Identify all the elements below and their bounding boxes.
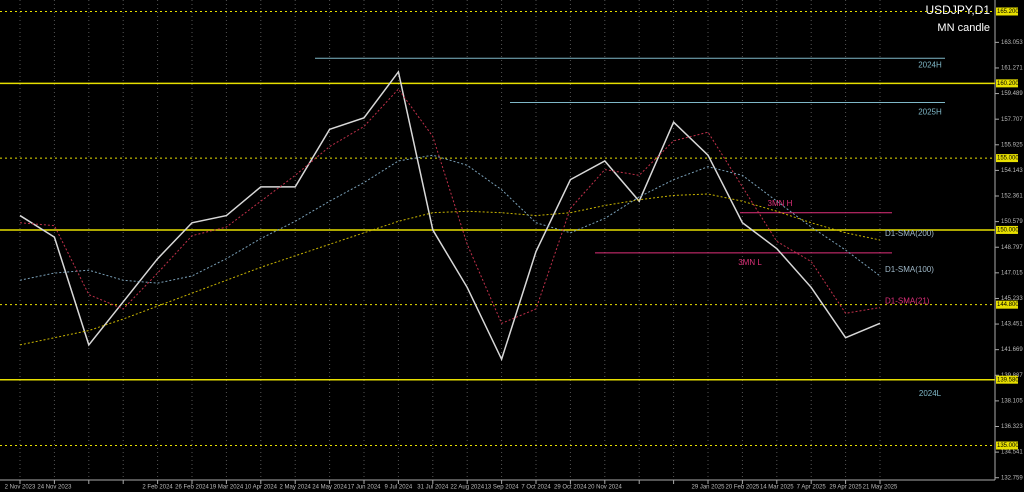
y-tick-label: 163.053 [1001,40,1023,46]
y-tick-label: 159.489 [1001,91,1023,97]
x-tick-label: 10 Apr 2024 [245,485,278,491]
level-tag [996,375,1018,384]
level-label: 165.200 [997,9,1019,15]
y-tick-label: 154.143 [1001,168,1023,174]
y-tick-label: 161.271 [1001,66,1023,72]
level-tag [996,300,1018,309]
annotation-label: 2024L [919,389,942,398]
level-tag [996,441,1018,450]
sma-line [19,154,881,284]
y-tick-label: 136.323 [1001,424,1023,430]
subtitle: MN candle [937,22,990,34]
y-tick-label: 143.451 [1001,322,1023,328]
y-tick-label: 155.925 [1001,142,1023,148]
x-tick-label: 22 Aug 2024 [450,485,484,491]
level-label: 155.000 [997,156,1019,162]
x-tick-label: 24 May 2024 [312,485,347,491]
level-tag [996,7,1018,16]
level-tag [996,154,1018,163]
level-label: 144.800 [997,302,1019,308]
y-tick-label: 141.669 [1001,347,1023,353]
x-tick-label: 21 May 2025 [863,485,898,491]
y-tick-label: 145.233 [1001,296,1023,302]
series-label: D1-SMA(200) [885,229,934,238]
y-tick-label: 132.759 [1001,475,1023,481]
sma-line [19,88,881,325]
x-tick-label: 31 Jul 2024 [417,485,449,491]
x-tick-label: 24 Nov 2023 [37,485,72,491]
level-label: 150.000 [997,228,1019,234]
annotation-label: 3MN L [738,258,762,267]
y-tick-label: 147.015 [1001,270,1023,276]
x-tick-label: 7 Apr 2025 [797,485,827,491]
x-tick-label: 9 Jul 2024 [385,485,413,491]
x-tick-label: 2 Feb 2024 [142,485,173,491]
y-tick-label: 134.541 [1001,450,1023,456]
x-tick-label: 29 Apr 2025 [829,485,862,491]
sma-line [19,193,881,346]
x-tick-label: 29 Oct 2024 [554,485,587,491]
x-tick-label: 2 May 2024 [280,485,312,491]
level-label: 160.200 [997,81,1019,87]
symbol-title: USDJPY,D1 [926,3,991,17]
y-tick-label: 152.361 [1001,194,1023,200]
series-label: D1-SMA(100) [885,265,934,274]
x-tick-label: 29 Jan 2025 [691,485,725,491]
price-line [19,70,881,362]
level-label: 135.000 [997,443,1019,449]
y-tick-label: 157.707 [1001,117,1023,123]
x-tick-label: 13 Sep 2024 [485,485,520,491]
x-tick-label: 17 Jun 2024 [347,485,381,491]
x-tick-label: 20 Nov 2024 [588,485,623,491]
x-tick-label: 19 Mar 2024 [210,485,244,491]
level-tag [996,79,1018,88]
x-tick-label: 20 Feb 2025 [726,485,760,491]
annotation-label: 2025H [918,108,942,117]
y-tick-label: 150.579 [1001,219,1023,225]
x-tick-label: 7 Oct 2024 [521,485,551,491]
level-tag [996,225,1018,234]
series-label: D1-SMA(21) [885,297,930,306]
x-tick-label: 2 Nov 2023 [5,485,36,491]
y-tick-label: 148.797 [1001,245,1023,251]
annotation-label: 2024H [918,60,942,69]
annotation-label: 3MN H [768,199,793,208]
y-tick-label: 138.105 [1001,398,1023,404]
level-label: 139.580 [997,377,1019,383]
x-tick-label: 26 Feb 2024 [175,485,209,491]
x-tick-label: 14 Mar 2025 [760,485,794,491]
